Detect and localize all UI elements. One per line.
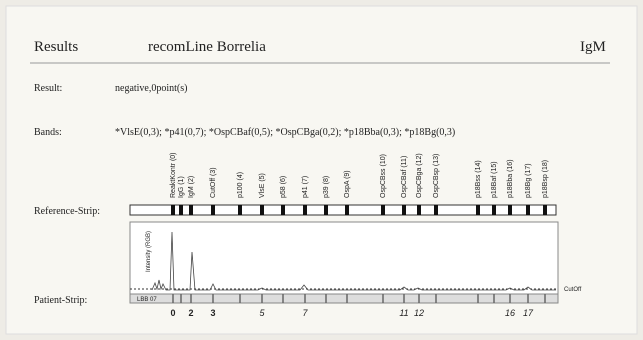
band-label: p39 (8) (323, 176, 330, 198)
band-number: 17 (523, 308, 534, 318)
band-label: IgM (2) (188, 176, 195, 198)
band-number: 11 (399, 308, 408, 318)
band-label: p58 (6) (280, 176, 287, 198)
patient-strip-label: Patient-Strip: (34, 295, 87, 306)
band-label: ReaktKontr (0) (170, 152, 177, 198)
header-title: Results (34, 39, 78, 55)
band-label: p41 (7) (302, 176, 309, 198)
page: Results recomLine Borrelia IgM Result: n… (0, 0, 643, 340)
band-mark (303, 205, 307, 215)
band-mark (260, 205, 264, 215)
header-product: recomLine Borrelia (148, 39, 266, 55)
band-mark (238, 205, 242, 215)
band-label: p18Bba (16) (507, 159, 514, 198)
band-number: 16 (505, 308, 515, 318)
result-label: Result: (34, 83, 62, 94)
band-number: 2 (188, 308, 193, 318)
band-mark (179, 205, 183, 215)
band-mark (402, 205, 406, 215)
header-class: IgM (580, 39, 606, 55)
document: Results recomLine Borrelia IgM Result: n… (0, 0, 643, 340)
band-label: VlsE (5) (259, 173, 266, 198)
band-mark (434, 205, 438, 215)
band-label: p18Bg (17) (525, 163, 532, 198)
band-label: CutOff (3) (210, 167, 217, 198)
band-mark (526, 205, 530, 215)
reference-strip-label: Reference-Strip: (34, 206, 100, 217)
band-label: OspCBss (10) (380, 154, 387, 198)
band-mark (492, 205, 496, 215)
band-mark (171, 205, 175, 215)
y-axis-label: Intensity (RGB) (146, 231, 152, 272)
band-mark (476, 205, 480, 215)
band-mark (324, 205, 328, 215)
band-label: p18Bsp (18) (542, 160, 549, 198)
band-number: 0 (170, 308, 175, 318)
band-mark (508, 205, 512, 215)
band-mark (381, 205, 385, 215)
band-mark (211, 205, 215, 215)
band-mark (345, 205, 349, 215)
band-label: OspA (9) (344, 170, 351, 198)
bands-label: Bands: (34, 127, 62, 138)
band-label: IgG (1) (178, 176, 185, 198)
band-label: OspCBga (12) (416, 153, 423, 198)
band-label: OspCBaf (11) (401, 156, 408, 198)
bands-value: *VlsE(0,3); *p41(0,7); *OspCBaf(0,5); *O… (115, 127, 455, 138)
band-mark (543, 205, 547, 215)
band-mark (417, 205, 421, 215)
result-value: negative,0point(s) (115, 83, 187, 94)
band-label: OspCBsp (13) (433, 154, 440, 198)
strip-id: LBB 07 (137, 297, 157, 303)
cutoff-label: CutOff (564, 287, 582, 293)
band-label: p18Bss (14) (475, 160, 482, 198)
band-mark (281, 205, 285, 215)
band-label: p100 (4) (237, 172, 244, 198)
band-label: p18Baf (15) (491, 161, 498, 198)
band-number: 12 (414, 308, 424, 318)
band-number: 3 (210, 308, 215, 318)
band-mark (189, 205, 193, 215)
